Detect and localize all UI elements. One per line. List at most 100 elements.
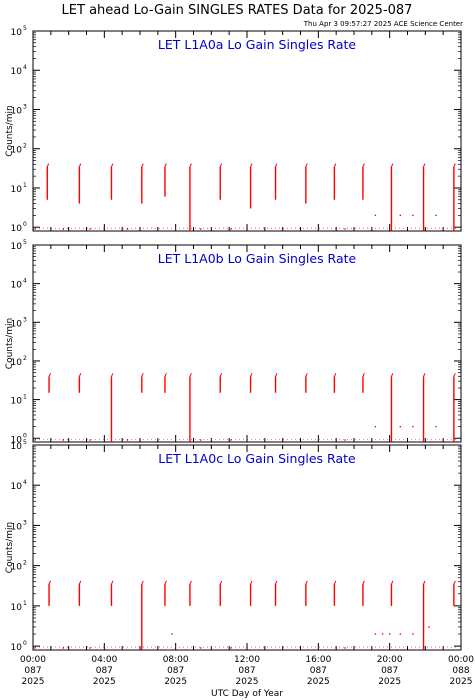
burst-tip [111, 163, 114, 167]
burst-tip [164, 373, 167, 377]
y-tick-label: 10 [11, 482, 23, 492]
data-point [388, 633, 391, 635]
x-tick-time: 00:00 [20, 655, 46, 665]
burst-tip [164, 580, 167, 585]
x-tick-year: 2025 [378, 677, 401, 687]
data-point [199, 439, 202, 441]
x-tick-time: 20:00 [377, 655, 403, 665]
burst-tip [189, 580, 192, 585]
panel-frame [32, 444, 462, 651]
burst-tip [189, 163, 192, 167]
y-tick-exponent: 3 [23, 519, 27, 526]
y-tick-label: 10 [11, 281, 23, 291]
burst-tip [250, 163, 253, 167]
x-tick-year: 2025 [307, 677, 330, 687]
burst-tip [275, 163, 278, 167]
burst-tip [391, 580, 394, 585]
y-tick-label: 10 [11, 397, 23, 407]
burst-tip [78, 373, 82, 377]
data-point [381, 633, 384, 635]
x-tick-year: 2025 [93, 677, 116, 687]
data-point [442, 228, 444, 230]
y-tick-label: 10 [11, 603, 23, 613]
y-tick-exponent: 2 [23, 560, 27, 567]
burst-tip [305, 373, 308, 377]
y-tick-label: 10 [11, 435, 23, 445]
panel-frame [32, 244, 462, 443]
y-tick-label: 10 [11, 224, 23, 234]
burst-tip [78, 163, 82, 167]
data-point [89, 228, 91, 230]
burst-tip [48, 580, 51, 585]
data-point [230, 647, 232, 649]
y-tick-exponent: 1 [23, 182, 27, 189]
x-tick-time: 00:00 [448, 655, 474, 665]
y-tick-label: 10 [11, 522, 23, 532]
y-axis-label: Counts/min [5, 105, 15, 156]
data-point [399, 633, 402, 635]
burst-tip [141, 163, 144, 167]
y-tick-label: 10 [11, 358, 23, 368]
burst-tip [111, 373, 114, 377]
x-tick-time: 12:00 [234, 655, 260, 665]
burst-tip [164, 163, 167, 167]
data-point [399, 425, 402, 428]
burst-tip [141, 373, 144, 377]
x-tick-doy: 088 [452, 666, 469, 676]
y-tick-exponent: 5 [23, 439, 27, 446]
burst-tip [78, 580, 82, 585]
burst-tip [423, 163, 426, 167]
y-tick-exponent: 2 [23, 355, 27, 362]
data-point [344, 439, 346, 441]
data-point [442, 439, 444, 441]
x-tick-year: 2025 [450, 677, 473, 687]
y-tick-exponent: 0 [23, 640, 27, 647]
x-tick-doy: 087 [24, 666, 41, 676]
y-tick-exponent: 1 [23, 394, 27, 401]
data-point [344, 228, 346, 230]
y-tick-exponent: 2 [23, 143, 27, 150]
panel-title: LET L1A0a Lo Gain Singles Rate [158, 37, 356, 52]
data-point [126, 228, 129, 230]
data-point [344, 647, 346, 649]
x-tick-doy: 087 [381, 666, 398, 676]
panel-title: LET L1A0c Lo Gain Singles Rate [158, 451, 356, 466]
y-tick-label: 10 [11, 319, 23, 329]
burst-tip [362, 373, 365, 377]
data-point [374, 214, 377, 217]
burst-tip [46, 163, 50, 167]
burst-tip [362, 163, 365, 167]
y-tick-label: 10 [11, 28, 23, 38]
burst-tip [250, 373, 253, 377]
data-point [126, 439, 129, 441]
data-point [199, 647, 202, 649]
data-point [171, 633, 173, 635]
y-tick-exponent: 0 [23, 221, 27, 228]
burst-tip [275, 580, 278, 585]
chart-title: LET ahead Lo-Gain SINGLES RATES Data for… [62, 3, 413, 18]
y-axis-label: Counts/min [5, 318, 15, 369]
y-tick-exponent: 5 [23, 25, 27, 32]
x-tick-time: 04:00 [91, 655, 117, 665]
x-tick-doy: 087 [310, 666, 327, 676]
y-tick-exponent: 5 [23, 239, 27, 246]
burst-tip [189, 373, 192, 377]
burst-tip [219, 373, 223, 377]
data-point [412, 425, 414, 428]
data-point [435, 425, 437, 428]
burst-tip [333, 163, 337, 167]
data-point [62, 228, 65, 230]
y-tick-exponent: 4 [23, 64, 27, 71]
x-tick-doy: 087 [96, 666, 113, 676]
panel-title: LET L1A0b Lo Gain Singles Rate [158, 251, 357, 266]
burst-tip [275, 373, 278, 377]
y-tick-label: 10 [11, 242, 23, 252]
y-tick-label: 10 [11, 67, 23, 77]
y-tick-exponent: 4 [23, 278, 27, 285]
x-tick-time: 08:00 [163, 655, 189, 665]
data-point [374, 425, 377, 428]
data-point [230, 439, 232, 441]
